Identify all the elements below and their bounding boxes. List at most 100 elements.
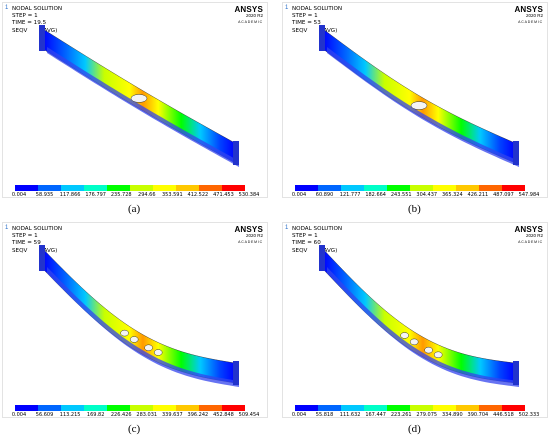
web-opening xyxy=(144,344,153,352)
legend-swatch xyxy=(295,405,318,411)
legend-tick: 452.848 xyxy=(213,412,234,418)
legend-ticks: 0.004 55.818 111.632 167.447 223.261 279.075 3… xyxy=(292,412,540,418)
legend-tick: 509.454 xyxy=(238,412,260,418)
header-time: TIME = 60 xyxy=(292,240,321,247)
legend-tick: 396.242 xyxy=(187,412,209,418)
legend-swatch xyxy=(341,185,364,191)
legend-tick: 243.551 xyxy=(390,192,412,198)
beam-body xyxy=(42,248,236,384)
legend-swatch xyxy=(502,405,525,411)
web-opening xyxy=(433,351,443,359)
legend-swatch xyxy=(222,405,245,411)
legend-tick: 446.518 xyxy=(493,412,514,418)
legend-swatch xyxy=(199,405,222,411)
ansys-logo: ANSYS 2020 R2 ACADEMIC xyxy=(514,225,543,245)
legend-tick: 502.333 xyxy=(518,412,540,418)
beam-body xyxy=(322,248,516,384)
caption-b: (b) xyxy=(408,203,421,215)
result-header: NODAL SOLUTION STEP = 1 TIME = 60 SEQV (A… xyxy=(292,226,342,255)
legend-ticks: 0.004 56.609 113.215 169.82 226.426 283.031 33… xyxy=(11,412,260,418)
legend-tick: 0.004 xyxy=(11,412,27,418)
web-opening xyxy=(130,94,148,103)
legend-swatch xyxy=(107,405,130,411)
beam-contour-plot xyxy=(319,245,519,387)
legend-swatch xyxy=(479,185,502,191)
web-opening xyxy=(400,332,409,339)
result-header: NODAL SOLUTION STEP = 1 TIME = 19.5 SEQV… xyxy=(12,6,62,35)
legend-tick: 365.324 xyxy=(441,192,463,198)
caption-a: (a) xyxy=(128,203,141,215)
result-header: NODAL SOLUTION STEP = 1 TIME = 53 SEQV (A… xyxy=(292,6,342,35)
header-title: NODAL SOLUTION xyxy=(292,6,343,12)
legend-swatch xyxy=(364,405,387,411)
legend-swatch xyxy=(318,185,341,191)
legend-tick: 426.211 xyxy=(467,192,489,198)
legend-tick: 412.522 xyxy=(187,192,209,198)
legend-swatch xyxy=(295,185,318,191)
legend-tick: 121.777 xyxy=(339,192,361,198)
legend-swatch xyxy=(61,405,84,411)
legend-swatch xyxy=(176,405,199,411)
legend-tick: 283.031 xyxy=(136,412,158,418)
result-header: NODAL SOLUTION STEP = 1 TIME = 59 SEQV (A… xyxy=(12,226,62,255)
legend-swatch xyxy=(130,185,153,191)
header-avg: (AVG) xyxy=(41,27,58,34)
legend-swatch xyxy=(502,185,525,191)
beam-contour-plot xyxy=(39,245,239,387)
left-support xyxy=(39,245,45,271)
legend-tick: 0.004 xyxy=(11,192,27,198)
header-step: STEP = 1 xyxy=(12,233,38,240)
legend-swatch xyxy=(479,405,502,411)
ansys-logo: ANSYS 2020 R2 ACADEMIC xyxy=(234,5,263,25)
beam-body xyxy=(322,28,516,164)
color-legend-bar xyxy=(15,405,245,411)
legend-swatch xyxy=(15,185,38,191)
legend-tick: 226.426 xyxy=(110,412,132,418)
header-step: STEP = 1 xyxy=(292,13,318,20)
legend-swatch xyxy=(456,185,479,191)
web-opening xyxy=(129,336,139,343)
legend-tick: 390.704 xyxy=(467,412,489,418)
legend-swatch xyxy=(222,185,245,191)
caption-c: (c) xyxy=(128,423,141,435)
legend-swatch xyxy=(318,405,341,411)
legend-tick: 339.637 xyxy=(161,412,183,418)
legend-tick: 58.935 xyxy=(35,192,54,198)
legend-tick: 113.215 xyxy=(59,412,81,418)
left-support xyxy=(319,245,325,271)
window-index-icon: 1 xyxy=(5,225,9,231)
header-avg: (AVG) xyxy=(321,247,338,254)
header-time: TIME = 53 xyxy=(292,20,321,27)
right-support xyxy=(513,361,519,385)
legend-swatch xyxy=(38,405,61,411)
web-opening xyxy=(409,338,419,346)
legend-swatch xyxy=(410,405,433,411)
legend-swatch xyxy=(456,405,479,411)
legend-tick: 169.82 xyxy=(86,412,105,418)
header-avg: (AVG) xyxy=(321,27,338,34)
header-title: NODAL SOLUTION xyxy=(12,6,63,12)
legend-tick: 530.384 xyxy=(238,192,260,198)
legend-swatch xyxy=(433,185,456,191)
panel-b: 1 NODAL SOLUTION STEP = 1 TIME = 53 SEQV… xyxy=(282,2,548,198)
window-index-icon: 1 xyxy=(285,225,289,231)
legend-tick: 294.66 xyxy=(138,192,156,198)
legend-swatch xyxy=(61,185,84,191)
caption-d: (d) xyxy=(408,423,421,435)
beam-contour-plot xyxy=(39,25,239,167)
header-quantity: SEQV xyxy=(12,27,28,34)
legend-swatch xyxy=(153,185,176,191)
legend-tick: 182.664 xyxy=(365,192,386,198)
panel-c: 1 NODAL SOLUTION STEP = 1 TIME = 59 SEQV… xyxy=(2,222,268,418)
legend-swatch xyxy=(410,185,433,191)
right-support xyxy=(513,141,519,165)
legend-tick: 279.075 xyxy=(416,412,438,418)
legend-tick: 176.797 xyxy=(85,192,106,198)
web-opening xyxy=(410,101,428,110)
header-quantity: SEQV xyxy=(292,247,308,254)
panel-a: 1 NODAL SOLUTION STEP = 1 TIME = 19.5 SE… xyxy=(2,2,268,198)
legend-swatch xyxy=(364,185,387,191)
legend-tick: 334.890 xyxy=(441,412,463,418)
legend-tick: 353.591 xyxy=(161,192,183,198)
legend-ticks: 0.004 60.890 121.777 182.664 243.551 304.437 3… xyxy=(292,192,540,198)
